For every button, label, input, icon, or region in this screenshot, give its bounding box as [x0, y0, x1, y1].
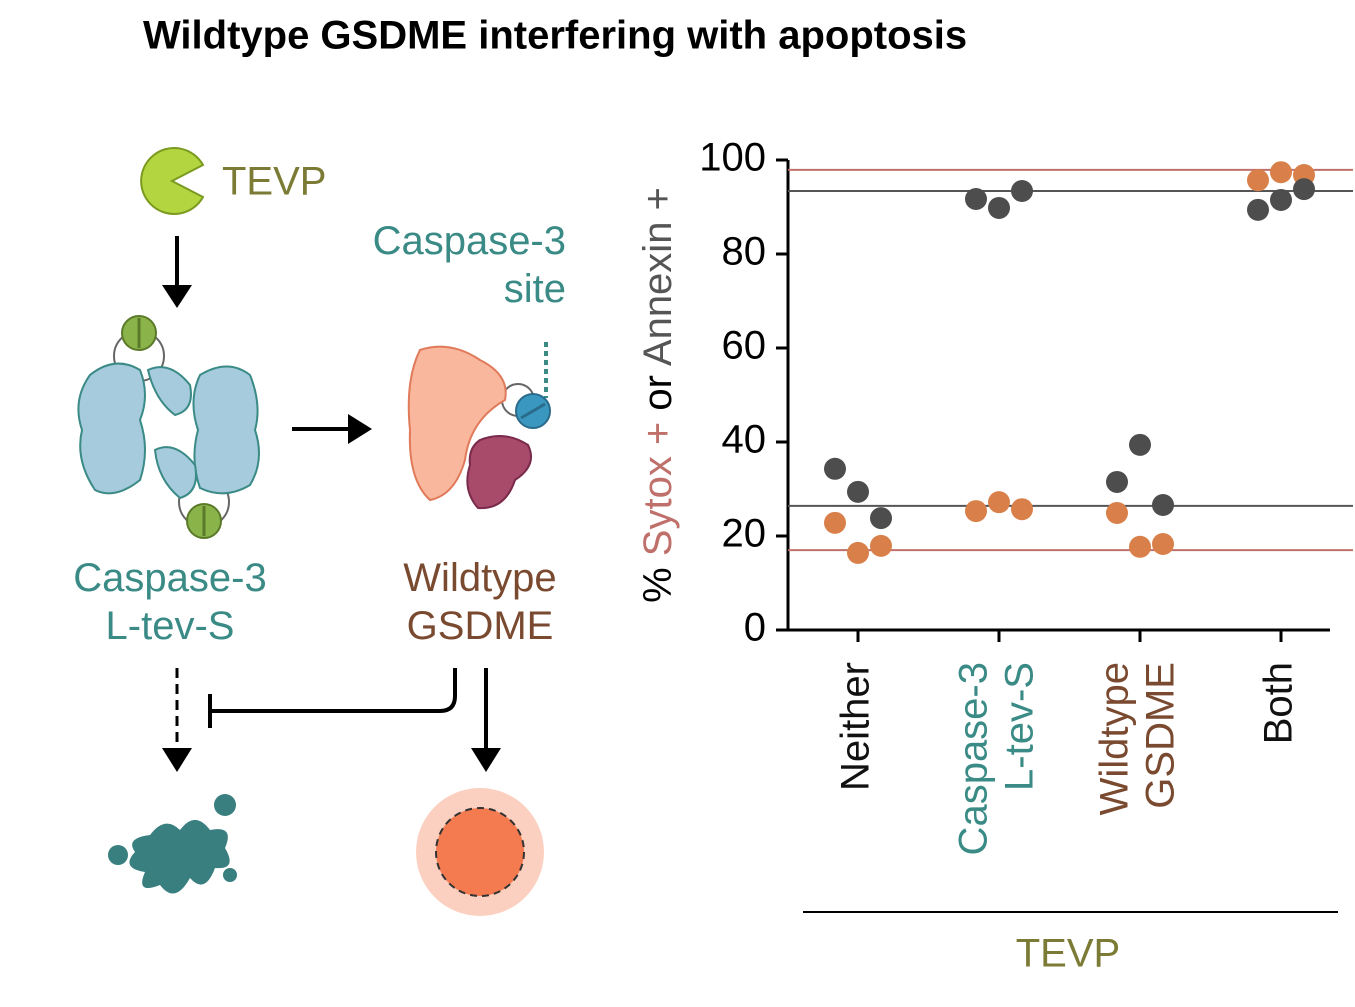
figure-title: Wildtype GSDME interfering with apoptosi… — [143, 14, 967, 58]
x-tick-label: Neither — [834, 662, 878, 791]
data-point — [1106, 470, 1128, 493]
y-tick-label: 60 — [722, 324, 767, 368]
site-label-line: Caspase-3 — [373, 219, 566, 263]
caspase-label: Caspase-3 L-tev-S — [73, 556, 266, 648]
x-tick-label: GSDME — [1139, 662, 1183, 809]
data-point — [847, 480, 869, 503]
data-point — [870, 507, 892, 530]
legend-entry: Sytox + — [636, 422, 680, 557]
y-tick-label: 40 — [722, 418, 767, 462]
apoptotic-body — [214, 794, 236, 816]
diagram: TEVP Caspase-3 L-tev-S Caspase-3 site Wild… — [73, 147, 566, 916]
y-tick-label: 100 — [699, 136, 766, 180]
data-point — [988, 196, 1010, 219]
apoptotic-body — [108, 845, 128, 865]
y-tick-label: 0 — [744, 606, 766, 650]
gsdme-domain — [407, 345, 507, 502]
data-point — [1129, 433, 1151, 456]
group-label: TEVP — [1016, 932, 1120, 976]
gsdme-domain — [466, 435, 532, 510]
site-label: Caspase-3 site — [373, 219, 566, 311]
x-tick-label: L-tev-S — [998, 662, 1042, 791]
arrow-head — [162, 748, 192, 772]
pyroptotic-cell — [435, 807, 525, 897]
data-point — [1270, 188, 1292, 211]
site-label-line: site — [504, 267, 566, 311]
tevp-icon — [140, 147, 205, 215]
y-axis-label: % Sytox + or Annexin + — [636, 187, 680, 603]
x-tick-label: Caspase-3 — [952, 662, 996, 855]
x-tick-label: Wildtype — [1093, 662, 1137, 815]
caspase-label-line: Caspase-3 — [73, 556, 266, 600]
data-point — [1011, 498, 1033, 521]
data-point — [870, 534, 892, 557]
y-label-part: % — [636, 567, 680, 603]
apoptotic-cell — [129, 820, 230, 894]
apoptotic-body — [223, 868, 237, 882]
data-point — [1152, 532, 1174, 555]
data-point — [1152, 493, 1174, 516]
caspase-site — [520, 402, 546, 420]
gsdme-label: Wildtype GSDME — [403, 556, 556, 648]
data-point — [965, 188, 987, 211]
data-point — [1129, 535, 1151, 558]
data-point — [824, 457, 846, 480]
arrow-head — [162, 285, 192, 308]
y-tick-label: 80 — [722, 230, 767, 274]
y-tick-label: 20 — [722, 512, 767, 556]
caspase-domain — [153, 446, 197, 500]
x-tick-label: Both — [1257, 662, 1301, 744]
caspase-domain — [77, 362, 146, 495]
data-point — [1011, 180, 1033, 203]
data-point — [1106, 501, 1128, 524]
data-point — [1247, 169, 1269, 192]
caspase-domain — [146, 366, 192, 417]
tevp-label: TEVP — [222, 160, 326, 204]
data-point — [1247, 198, 1269, 221]
data-point — [1270, 161, 1292, 184]
legend-entry: Annexin + — [636, 187, 680, 366]
data-point — [1293, 178, 1315, 201]
gsdme-label-line: Wildtype — [403, 556, 556, 600]
arrow-head — [348, 414, 372, 444]
data-point — [965, 500, 987, 523]
caspase-label-line: L-tev-S — [106, 604, 235, 648]
data-point — [824, 511, 846, 534]
y-label-part: or — [636, 375, 680, 411]
arrow-head — [471, 748, 501, 772]
caspase-domain — [192, 365, 260, 495]
inhibition — [210, 668, 457, 713]
gsdme-label-line: GSDME — [407, 604, 554, 648]
data-point — [988, 491, 1010, 514]
data-point — [847, 541, 869, 564]
